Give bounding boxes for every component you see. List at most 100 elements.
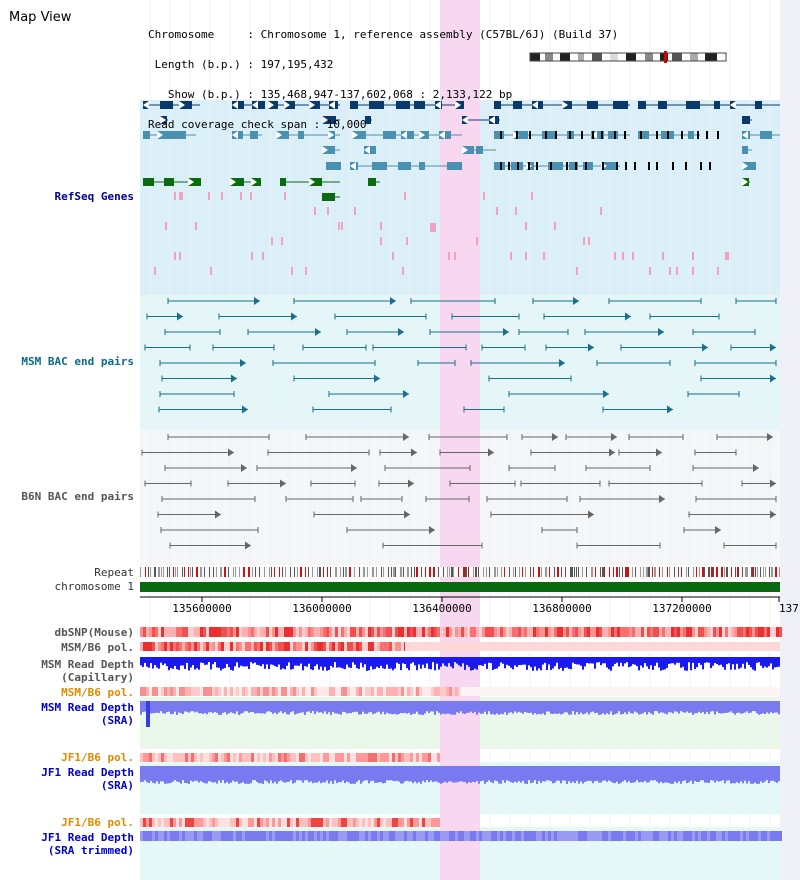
track-label-msm-depth-sra[interactable]: MSM Read Depth (41, 701, 134, 714)
track-label-jf1-pol-1[interactable]: JF1/B6 pol. (61, 751, 134, 764)
gene-exon (742, 146, 748, 154)
track-label-msm-pol-2[interactable]: MSM/B6 pol. (61, 686, 134, 699)
depth-bar (614, 657, 616, 664)
axis-tick-label: 135600000 (172, 602, 232, 615)
depth-bar (442, 657, 444, 664)
jf1-pol2-heat (389, 818, 392, 827)
sra-depth-bar (608, 701, 610, 715)
depth-bar (710, 657, 712, 669)
jf1-pol-heat (170, 753, 173, 762)
dbsnp-heat (776, 627, 779, 637)
jf1-depth-bar (506, 766, 508, 781)
jf1-trim-bar (404, 831, 407, 841)
track-label-jf1-pol-2[interactable]: JF1/B6 pol. (61, 816, 134, 829)
sra-depth-bar (156, 701, 158, 713)
jf1-depth-bar (418, 766, 420, 782)
jf1-trim-bar (194, 831, 197, 841)
strand-arrow (252, 101, 258, 109)
dbsnp-heat (365, 627, 368, 637)
jf1-depth-bar (694, 766, 696, 781)
repeat-element (453, 567, 454, 577)
sra-depth-bar (292, 701, 294, 712)
sra-depth-bar (464, 701, 466, 714)
gene-exon-mark (569, 131, 571, 139)
jf1-trim-bar (476, 831, 479, 841)
msm-pol-heat (296, 642, 299, 651)
jf1-depth-bar (748, 766, 750, 782)
refseq-mark (725, 252, 727, 260)
jf1-pol-heat (194, 753, 197, 762)
depth-bar (482, 657, 484, 666)
sra-depth-bar (400, 701, 402, 713)
depth-bar (674, 657, 676, 665)
sra-depth-bar (322, 701, 324, 714)
jf1-depth-bar (220, 766, 222, 783)
dbsnp-heat (527, 627, 530, 637)
jf1-depth-bar (516, 766, 518, 783)
depth-bar (448, 657, 450, 664)
msm-bac-arrow (177, 312, 183, 321)
jf1-trim-bar (569, 831, 572, 841)
sra-depth-bar (730, 701, 732, 712)
msm-pol-heat (284, 642, 287, 651)
refseq-mark (525, 252, 527, 260)
gene-exon (760, 131, 772, 139)
sra-depth-bar (768, 701, 770, 714)
msm-pol-heat (302, 642, 305, 651)
strand-arrow (232, 101, 238, 109)
refseq-mark (195, 222, 197, 230)
axis-tick-label: 136800000 (532, 602, 592, 615)
depth-bar (616, 657, 618, 663)
jf1-depth-bar (498, 766, 500, 784)
gene-exon (569, 162, 578, 170)
jf1-depth-bar (300, 766, 302, 781)
dbsnp-heat (161, 627, 164, 637)
msm-pol2-heat (455, 687, 458, 696)
jf1-pol2-heat (269, 818, 272, 827)
track-label-msm-depth-capillary[interactable]: MSM Read Depth (41, 658, 134, 671)
msm-pol-heat (392, 642, 395, 651)
depth-bar (428, 657, 430, 669)
track-label-b6n-bac[interactable]: B6N BAC end pairs (21, 490, 134, 503)
sra-depth-bar (200, 701, 202, 714)
depth-bar (528, 657, 530, 666)
jf1-depth-bar (684, 766, 686, 781)
depth-bar (178, 657, 180, 671)
strand-arrow (730, 101, 736, 109)
sra-depth-bar (412, 701, 414, 714)
jf1-pol2-heat (221, 818, 224, 827)
dbsnp-heat (338, 627, 341, 637)
dbsnp-heat (473, 627, 476, 637)
track-label-refseq[interactable]: RefSeq Genes (54, 190, 134, 203)
jf1-trim-bar (335, 831, 338, 841)
depth-bar (422, 657, 424, 665)
jf1-trim-bar (734, 831, 737, 841)
jf1-trim-bar (458, 831, 461, 841)
depth-bar (686, 657, 688, 671)
refseq-mark (179, 252, 181, 260)
sra-depth-bar (270, 701, 272, 713)
sra-depth-bar (342, 701, 344, 712)
track-label-dbsnp[interactable]: dbSNP(Mouse) (54, 626, 134, 639)
depth-bar (668, 657, 670, 664)
msm-bac-arrow (242, 405, 248, 414)
jf1-depth-bar (434, 766, 436, 782)
jf1-trim-bar (299, 831, 302, 841)
depth-bar (210, 657, 212, 670)
jf1-depth-bar (324, 766, 326, 783)
jf1-pol2-heat (371, 818, 374, 827)
repeat-element (538, 567, 540, 577)
sra-depth-bar (572, 701, 574, 712)
track-label-msm-bac[interactable]: MSM BAC end pairs (21, 355, 134, 368)
track-label-repeat[interactable]: Repeat (94, 566, 134, 579)
depth-bar (250, 657, 252, 663)
track-label-jf1-depth-sra[interactable]: JF1 Read Depth (41, 766, 134, 779)
depth-bar (452, 657, 454, 669)
depth-bar (324, 657, 326, 667)
track-label-msm-pol-1[interactable]: MSM/B6 pol. (61, 641, 134, 654)
dbsnp-heat (734, 627, 737, 637)
track-label-jf1-depth-trimmed[interactable]: JF1 Read Depth (41, 831, 134, 844)
dbsnp-heat (644, 627, 647, 637)
repeat-element (769, 567, 770, 577)
depth-bar (426, 657, 428, 664)
